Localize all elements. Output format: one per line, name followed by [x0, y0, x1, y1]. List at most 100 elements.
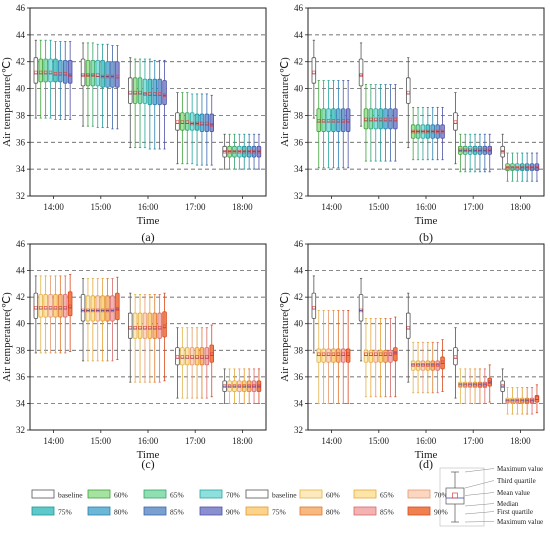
- box-body: [321, 108, 326, 132]
- mean-marker: [143, 92, 147, 96]
- box-80pct: [477, 133, 483, 173]
- box-body: [33, 57, 39, 84]
- key-leader: [464, 503, 495, 507]
- mean-marker: [257, 149, 261, 154]
- y-tick-label: 44: [16, 30, 26, 40]
- mean-marker: [175, 120, 180, 124]
- x-axis-label: Time: [415, 449, 438, 461]
- legend-swatch: [87, 506, 111, 516]
- box-body: [510, 163, 515, 171]
- box-85pct: [529, 152, 535, 182]
- key-label: Median: [497, 500, 519, 508]
- box-baseline: [80, 278, 86, 362]
- mean-marker: [63, 306, 67, 310]
- mean-marker: [453, 120, 458, 124]
- legend-swatch: [245, 489, 269, 499]
- legend-swatch: [199, 489, 223, 499]
- mean-marker: [321, 352, 326, 356]
- box-85pct: [204, 93, 210, 166]
- box-90pct: [393, 316, 398, 398]
- mean-marker: [222, 149, 227, 154]
- legend-orange: baseline 60% 65% 70% 75% 80% 85% 90%: [245, 489, 448, 517]
- y-tick-label: 32: [16, 425, 25, 435]
- box-body: [53, 58, 58, 83]
- box-60pct: [180, 327, 185, 399]
- box-75pct: [331, 310, 336, 404]
- mean-marker: [91, 308, 95, 313]
- mean-marker: [180, 120, 185, 124]
- box-75pct: [100, 278, 105, 362]
- box-60pct: [410, 106, 416, 161]
- box-60pct: [38, 275, 44, 354]
- legend-label: 60%: [114, 491, 128, 500]
- box-60pct: [363, 317, 369, 398]
- box-90pct: [256, 368, 262, 404]
- box-80pct: [383, 84, 388, 162]
- y-tick-label: 34: [294, 164, 304, 174]
- x-tick-label: 15:00: [369, 202, 390, 212]
- box-65pct: [321, 310, 326, 404]
- box-body: [378, 349, 383, 363]
- y-tick-label: 42: [16, 292, 25, 302]
- box-85pct: [63, 41, 68, 120]
- mean-marker: [326, 119, 331, 123]
- mean-marker: [162, 324, 167, 329]
- x-tick-label: 14:00: [43, 436, 64, 446]
- box-body: [316, 108, 321, 132]
- mean-marker: [252, 384, 256, 388]
- mean-marker: [153, 325, 157, 330]
- x-axis-label: Time: [415, 215, 438, 227]
- box-baseline: [33, 275, 39, 354]
- y-tick-label: 38: [294, 345, 304, 355]
- mean-marker: [157, 92, 162, 96]
- mean-marker: [110, 308, 115, 313]
- box-70pct: [142, 294, 148, 383]
- mean-marker: [321, 119, 326, 123]
- box-key: Maximum value Third quartile Mean value Med…: [439, 465, 543, 527]
- y-tick-label: 46: [294, 3, 304, 13]
- mean-marker: [346, 352, 350, 356]
- mean-marker: [463, 148, 467, 153]
- key-label: Third quartile: [497, 477, 536, 485]
- mean-marker: [374, 117, 378, 122]
- box-body: [358, 58, 364, 87]
- mean-marker: [388, 352, 393, 356]
- mean-marker: [185, 355, 189, 359]
- box-75pct: [241, 133, 247, 170]
- box-key-frame: [439, 467, 485, 527]
- mean-marker: [530, 166, 534, 170]
- box-65pct: [462, 368, 468, 404]
- box-body: [204, 113, 210, 132]
- mean-marker: [34, 70, 38, 75]
- x-axis-label: Time: [137, 215, 160, 227]
- legend-swatch: [353, 506, 377, 516]
- y-tick-label: 34: [294, 398, 304, 408]
- mean-marker: [63, 72, 67, 76]
- box-70pct: [48, 39, 53, 119]
- panel-label: (d): [419, 457, 433, 471]
- box-baseline: [405, 292, 411, 383]
- box-baseline: [358, 42, 364, 127]
- mean-marker: [86, 308, 90, 313]
- mean-marker: [406, 325, 410, 330]
- box-baseline: [127, 292, 133, 383]
- y-tick-label: 40: [16, 84, 26, 94]
- box-75pct: [53, 41, 58, 120]
- box-85pct: [110, 45, 115, 130]
- box-body: [189, 112, 195, 131]
- y-tick-label: 40: [16, 319, 26, 329]
- x-tick-label: 15:00: [91, 436, 112, 446]
- y-tick-label: 46: [16, 239, 26, 249]
- mean-marker: [411, 363, 415, 367]
- mean-marker: [383, 117, 388, 122]
- legend-label: 75%: [272, 508, 286, 517]
- box-body: [358, 294, 364, 322]
- panel-label: (a): [141, 230, 154, 244]
- mean-marker: [185, 120, 189, 124]
- box-baseline: [453, 327, 458, 399]
- box-65pct: [184, 327, 190, 399]
- box-body: [48, 58, 53, 83]
- legend-swatch: [299, 489, 323, 499]
- mean-marker: [312, 70, 316, 75]
- box-65pct: [232, 133, 237, 170]
